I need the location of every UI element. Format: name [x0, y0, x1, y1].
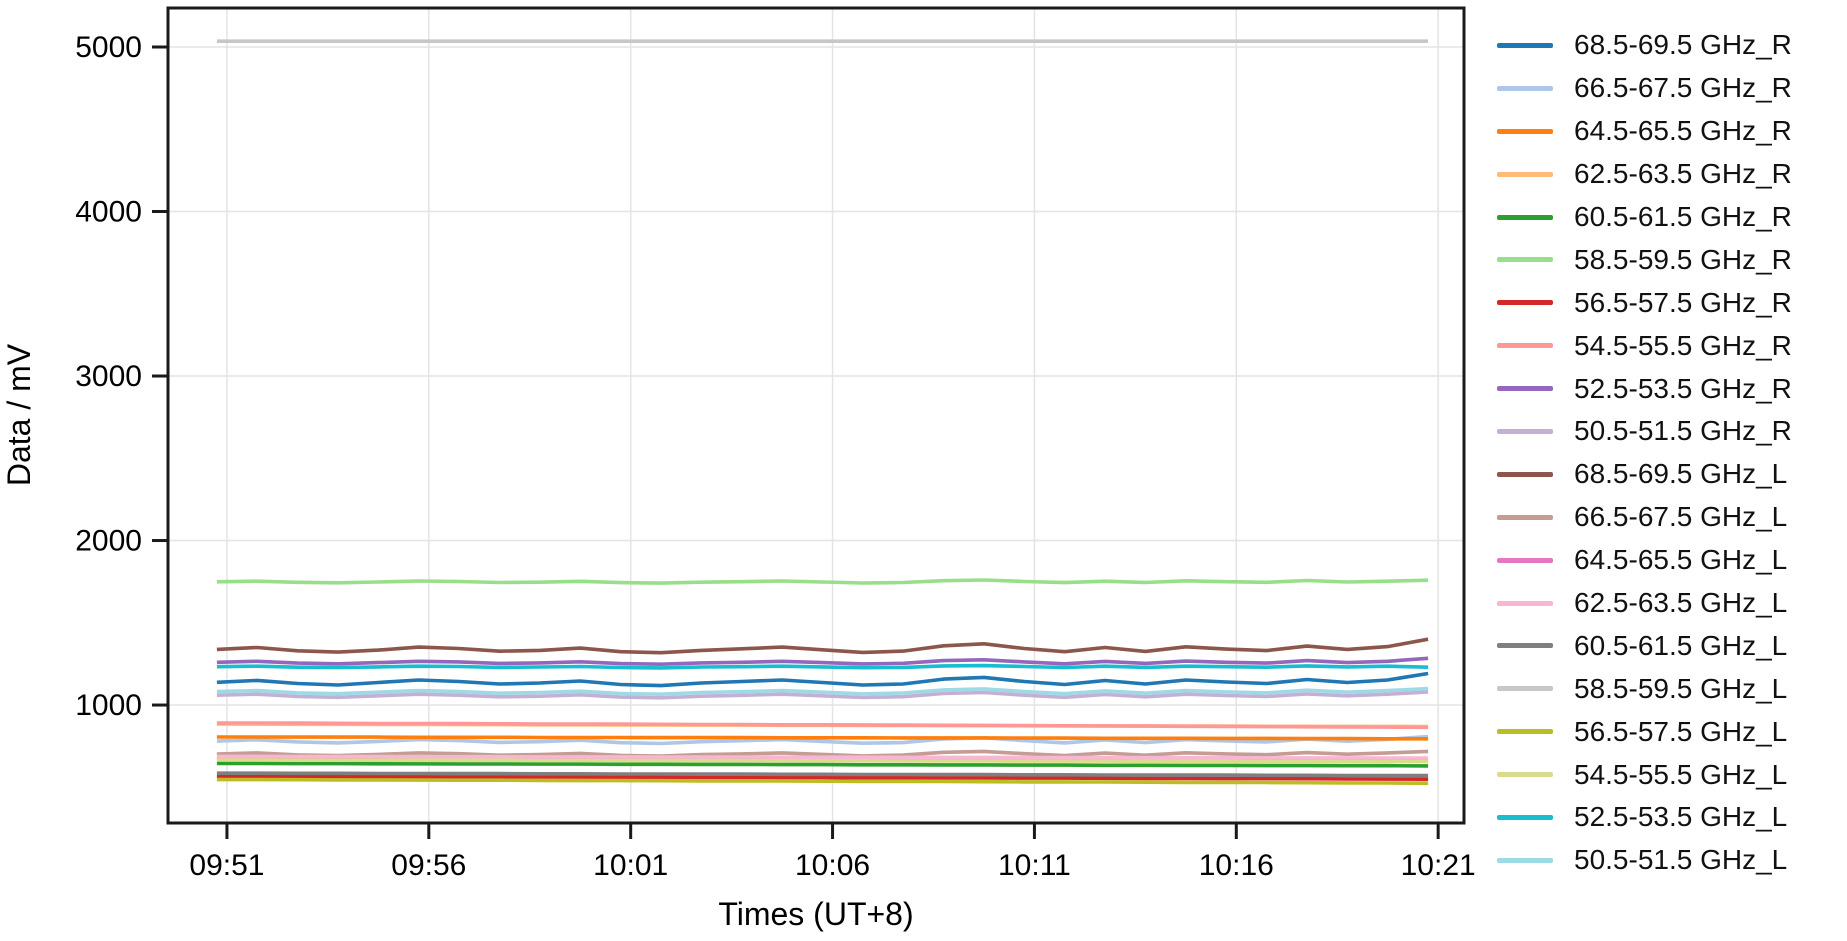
legend-label: 56.5-57.5 GHz_R: [1574, 286, 1792, 318]
legend-swatch: [1497, 257, 1553, 263]
legend-label: 68.5-69.5 GHz_L: [1574, 458, 1788, 490]
series-line-66-5-67-5-ghz-l: [216, 749, 1429, 758]
legend-label: 60.5-61.5 GHz_L: [1574, 629, 1788, 661]
legend-item: 68.5-69.5 GHz_R: [1497, 24, 1792, 67]
legend-item: 54.5-55.5 GHz_L: [1497, 753, 1792, 796]
x-tick-label: 10:11: [998, 849, 1071, 882]
y-tick-label: 4000: [75, 196, 142, 229]
series-line-64-5-65-5-ghz-r: [216, 735, 1429, 741]
legend-swatch: [1497, 643, 1553, 649]
legend-item: 50.5-51.5 GHz_L: [1497, 839, 1792, 882]
legend-item: 58.5-59.5 GHz_L: [1497, 667, 1792, 710]
legend-item: 64.5-65.5 GHz_R: [1497, 110, 1792, 153]
legend-item: 56.5-57.5 GHz_R: [1497, 281, 1792, 324]
legend-label: 52.5-53.5 GHz_L: [1574, 801, 1788, 833]
legend-swatch: [1497, 343, 1553, 349]
legend-swatch: [1497, 300, 1553, 306]
legend-item: 64.5-65.5 GHz_L: [1497, 539, 1792, 582]
legend-label: 54.5-55.5 GHz_L: [1574, 758, 1788, 790]
legend-label: 64.5-65.5 GHz_R: [1574, 115, 1792, 147]
legend-swatch: [1497, 557, 1553, 563]
legend-label: 58.5-59.5 GHz_L: [1574, 672, 1788, 704]
legend-item: 62.5-63.5 GHz_R: [1497, 153, 1792, 196]
axis-ticks: [152, 45, 1440, 839]
legend-label: 50.5-51.5 GHz_R: [1574, 415, 1792, 447]
series-line-56-5-57-5-ghz-r: [216, 774, 1429, 782]
series-lines: [216, 39, 1429, 785]
legend-swatch: [1497, 772, 1553, 778]
legend-swatch: [1497, 514, 1553, 520]
series-line-68-5-69-5-ghz-r: [216, 671, 1429, 688]
legend-swatch: [1497, 128, 1553, 134]
series-line-66-5-67-5-ghz-r: [216, 734, 1429, 746]
legend-item: 54.5-55.5 GHz_R: [1497, 324, 1792, 367]
legend-item: 62.5-63.5 GHz_L: [1497, 582, 1792, 625]
y-tick-label: 1000: [75, 689, 142, 722]
legend-item: 68.5-69.5 GHz_L: [1497, 453, 1792, 496]
legend-label: 58.5-59.5 GHz_R: [1574, 243, 1792, 275]
legend-label: 56.5-57.5 GHz_L: [1574, 715, 1788, 747]
series-line-68-5-69-5-ghz-l: [216, 637, 1429, 655]
legend-swatch: [1497, 428, 1553, 434]
legend-item: 52.5-53.5 GHz_L: [1497, 796, 1792, 839]
plot-border: [166, 6, 1466, 825]
tick-labels: 09:51 09:56 10:01 10:06 10:11 10:16 10:21 1000 2…: [75, 31, 1475, 882]
series-line-54-5-55-5-ghz-r: [216, 721, 1429, 730]
y-tick-label: 5000: [75, 31, 142, 64]
x-tick-label: 09:56: [391, 849, 466, 882]
x-tick-label: 10:01: [593, 849, 668, 882]
x-tick-label: 09:51: [189, 849, 264, 882]
legend-item: 66.5-67.5 GHz_L: [1497, 496, 1792, 539]
legend-item: 50.5-51.5 GHz_R: [1497, 410, 1792, 453]
legend-swatch: [1497, 471, 1553, 477]
legend-swatch: [1497, 214, 1553, 220]
x-axis-label: Times (UT+8): [718, 896, 913, 932]
legend-swatch: [1497, 600, 1553, 606]
y-tick-label: 3000: [75, 360, 142, 393]
series-line-58-5-59-5-ghz-r: [216, 578, 1429, 585]
x-tick-label: 10:06: [795, 849, 870, 882]
legend-swatch: [1497, 171, 1553, 177]
series-line-50-5-51-5-ghz-l: [216, 686, 1429, 697]
series-line-50-5-51-5-ghz-r: [216, 690, 1429, 700]
series-line-54-5-55-5-ghz-l: [216, 758, 1429, 764]
legend-label: 62.5-63.5 GHz_R: [1574, 158, 1792, 190]
legend-label: 68.5-69.5 GHz_R: [1574, 29, 1792, 61]
legend-label: 50.5-51.5 GHz_L: [1574, 844, 1788, 876]
series-line-52-5-53-5-ghz-l: [216, 663, 1429, 670]
legend-item: 60.5-61.5 GHz_R: [1497, 196, 1792, 239]
legend-label: 52.5-53.5 GHz_R: [1574, 372, 1792, 404]
legend-swatch: [1497, 729, 1553, 735]
x-tick-label: 10:16: [1199, 849, 1274, 882]
legend-swatch: [1497, 857, 1553, 863]
legend: 68.5-69.5 GHz_R 66.5-67.5 GHz_R 64.5-65.5 …: [1497, 24, 1792, 882]
legend-item: 56.5-57.5 GHz_L: [1497, 710, 1792, 753]
legend-swatch: [1497, 686, 1553, 692]
legend-item: 66.5-67.5 GHz_R: [1497, 67, 1792, 110]
legend-label: 54.5-55.5 GHz_R: [1574, 329, 1792, 361]
legend-label: 66.5-67.5 GHz_R: [1574, 72, 1792, 104]
y-axis-label: Data / mV: [1, 343, 37, 486]
series-line-60-5-61-5-ghz-r: [216, 761, 1429, 768]
legend-label: 66.5-67.5 GHz_L: [1574, 501, 1788, 533]
legend-swatch: [1497, 85, 1553, 91]
legend-swatch: [1497, 42, 1553, 48]
legend-label: 60.5-61.5 GHz_R: [1574, 201, 1792, 232]
series-line-60-5-61-5-ghz-l: [216, 771, 1429, 778]
y-tick-label: 2000: [75, 525, 142, 558]
legend-item: 58.5-59.5 GHz_R: [1497, 238, 1792, 281]
legend-label: 62.5-63.5 GHz_L: [1574, 587, 1788, 619]
legend-swatch: [1497, 386, 1553, 392]
legend-swatch: [1497, 814, 1553, 820]
legend-label: 64.5-65.5 GHz_L: [1574, 544, 1788, 576]
legend-item: 60.5-61.5 GHz_L: [1497, 624, 1792, 667]
grid-lines: [168, 8, 1464, 823]
legend-item: 52.5-53.5 GHz_R: [1497, 367, 1792, 410]
series-line-52-5-53-5-ghz-r: [216, 656, 1429, 667]
series-line-56-5-57-5-ghz-l: [216, 777, 1429, 785]
series-line-62-5-63-5-ghz-l: [216, 754, 1429, 760]
x-tick-label: 10:21: [1401, 849, 1476, 882]
